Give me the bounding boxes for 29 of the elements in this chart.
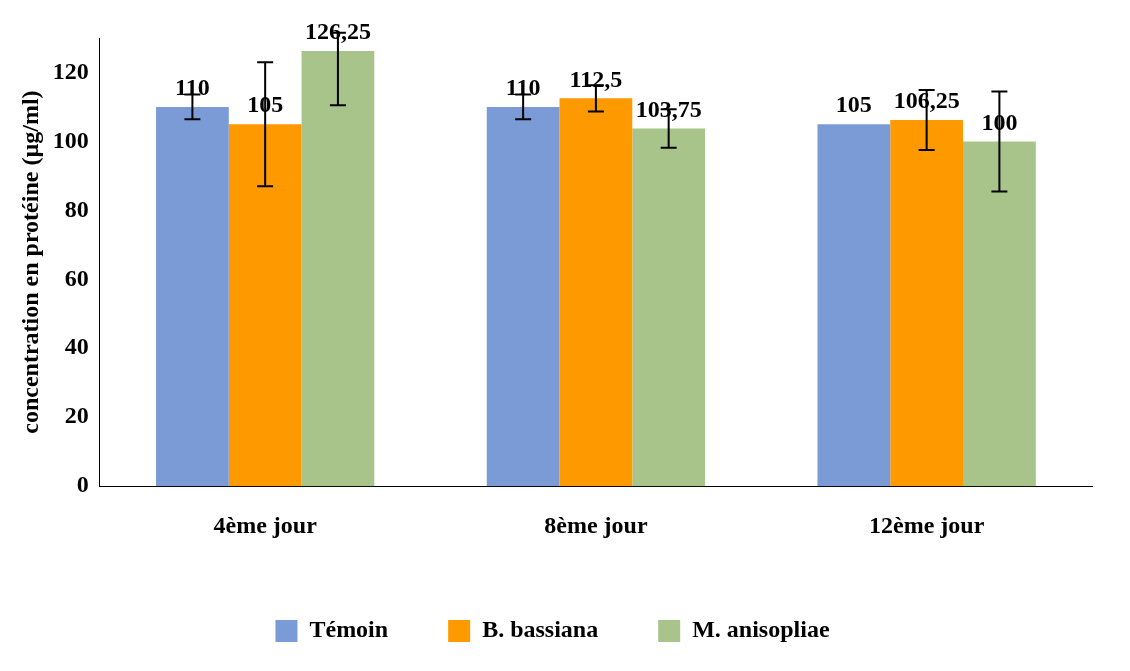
bar (890, 119, 964, 487)
x-tick-label: 8ème jour (544, 511, 648, 538)
data-label: 103,75 (635, 95, 702, 122)
y-tick-label: 80 (64, 195, 89, 222)
bar (963, 141, 1036, 487)
legend-label: B. bassiana (482, 616, 599, 643)
y-axis-title: concentration en protéine (µg/ml) (16, 90, 43, 434)
legend-label: M. anisopliae (692, 616, 830, 643)
x-tick-label: 12ème jour (868, 511, 985, 538)
y-tick-label: 20 (64, 402, 89, 429)
legend-label: Témoin (309, 616, 389, 643)
data-label: 110 (505, 74, 541, 101)
data-label: 126,25 (304, 18, 371, 45)
data-label: 105 (835, 91, 872, 118)
data-label: 112,5 (569, 65, 623, 92)
data-label: 110 (175, 74, 210, 101)
bar (156, 106, 229, 487)
y-tick-label: 40 (64, 333, 89, 360)
bar (817, 124, 891, 487)
bar (301, 50, 375, 487)
bar (486, 106, 560, 487)
x-tick-label: 4ème jour (213, 511, 318, 538)
y-tick-label: 0 (76, 471, 89, 498)
bar (632, 128, 706, 487)
y-tick-label: 120 (52, 57, 89, 84)
bar (228, 124, 302, 487)
y-tick-label: 60 (64, 264, 89, 291)
bar (559, 98, 633, 487)
y-tick-label: 100 (52, 126, 89, 153)
